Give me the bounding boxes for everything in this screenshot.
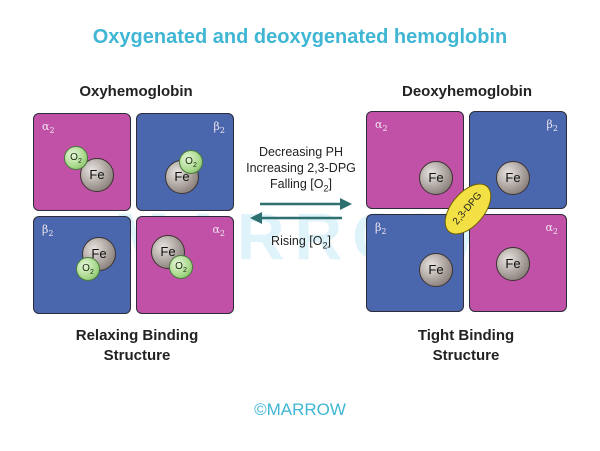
chain-label: β2 (546, 118, 558, 134)
oxygen-molecule: O2 (169, 255, 193, 279)
oxy-beta-top-right: β2 Fe O2 (136, 113, 234, 211)
iron-atom: Fe (496, 247, 530, 281)
page-title: Oxygenated and deoxygenated hemoglobin (92, 26, 508, 48)
reverse-arrow (250, 212, 342, 224)
oxygen-molecule: O2 (64, 146, 88, 170)
chain-label: α2 (42, 120, 55, 136)
deoxyhemoglobin-heading: Deoxyhemoglobin (401, 83, 532, 100)
chain-label: α2 (545, 221, 558, 237)
condition-rising-o2: Rising [O2] (271, 234, 331, 251)
oxygen-molecule: O2 (179, 150, 203, 174)
chain-label: β2 (375, 221, 387, 237)
copyright-logo: ©MARROW (254, 400, 346, 419)
iron-atom: Fe (151, 235, 185, 269)
chain-label: β2 (42, 223, 54, 239)
oxy-alpha-bottom-right: α2 Fe O2 (136, 216, 234, 314)
chain-label: β2 (213, 120, 225, 136)
oxy-alpha-top-left: α2 Fe O2 (33, 113, 131, 211)
iron-atom: Fe (496, 161, 530, 195)
oxy-beta-bottom-left: β2 Fe O2 (33, 216, 131, 314)
chain-label: α2 (212, 223, 225, 239)
iron-atom: Fe (419, 253, 453, 287)
condition-ph: Decreasing PH (258, 145, 344, 159)
chain-label: α2 (375, 118, 388, 134)
tight-structure-label: Tight Binding Structure (417, 327, 515, 364)
deoxy-alpha-top-left: α2 Fe (366, 111, 464, 209)
forward-arrow (260, 198, 352, 210)
condition-falling-o2: Falling [O2] (270, 177, 332, 194)
deoxygenation-conditions: Decreasing PH Increasing 2,3-DPG Falling… (222, 144, 380, 197)
condition-dpg: Increasing 2,3-DPG (246, 161, 356, 175)
relaxing-structure-label: Relaxing Binding Structure (75, 327, 199, 364)
oxygen-molecule: O2 (76, 257, 100, 281)
deoxy-alpha-bottom-right: α2 Fe (469, 214, 567, 312)
iron-atom: Fe (419, 161, 453, 195)
oxyhemoglobin-heading: Oxyhemoglobin (79, 83, 193, 100)
